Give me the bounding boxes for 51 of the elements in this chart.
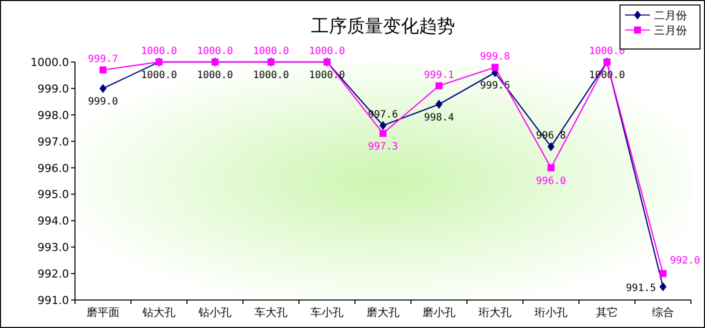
point	[100, 66, 106, 74]
data-label: 999.8	[480, 51, 510, 62]
x-tick-label: 磨小孔	[422, 306, 456, 319]
chart-title: 工序质量变化趋势	[311, 16, 455, 37]
point	[548, 164, 554, 172]
data-label: 999.1	[424, 70, 454, 81]
y-tick-label: 1000.0	[30, 56, 69, 69]
x-tick-label: 车小孔	[310, 306, 344, 319]
x-tick-label: 珩小孔	[534, 306, 568, 319]
x-tick-label: 钻大孔	[142, 306, 176, 319]
y-tick-label: 995.0	[38, 188, 69, 202]
x-tick-label: 磨大孔	[366, 306, 400, 319]
y-tick-label: 997.0	[38, 135, 69, 148]
data-label: 998.4	[424, 112, 454, 124]
point	[492, 64, 498, 71]
legend-label: 三月份	[654, 24, 687, 37]
data-label: 1000.0	[140, 70, 178, 81]
point	[660, 270, 666, 278]
x-tick-label: 珩大孔	[478, 306, 512, 319]
data-label: 1000.0	[196, 46, 234, 57]
data-label: 992.0	[670, 256, 700, 267]
data-label: 1000.0	[196, 70, 234, 81]
data-label: 1000.0	[252, 70, 290, 81]
y-tick-label: 999.0	[38, 82, 69, 96]
x-tick-label: 车大孔	[254, 306, 288, 319]
x-tick-label: 综合	[652, 306, 674, 319]
data-label: 1000.0	[308, 46, 346, 57]
data-label: 996.0	[536, 176, 566, 187]
y-tick-label: 998.0	[38, 108, 69, 122]
legend-label: 二月份	[654, 9, 687, 22]
point	[436, 82, 442, 90]
data-label: 991.5	[626, 282, 656, 294]
data-label: 997.3	[368, 141, 398, 152]
x-tick-label: 磨平面	[86, 306, 120, 319]
data-label: 1000.0	[140, 46, 178, 57]
data-label: 1000.0	[252, 46, 290, 57]
x-tick-label: 钻小孔	[198, 306, 232, 319]
data-label: 999.0	[88, 96, 118, 108]
point	[660, 282, 666, 292]
x-tick-label: 其它	[596, 306, 618, 319]
point	[380, 120, 386, 130]
y-tick-label: 994.0	[38, 214, 69, 228]
point	[380, 130, 386, 137]
data-label: 999.7	[88, 54, 118, 65]
y-tick-label: 996.0	[38, 162, 69, 175]
y-tick-label: 991.0	[38, 294, 69, 307]
point	[548, 142, 554, 152]
point	[100, 84, 106, 93]
y-tick-label: 993.0	[38, 241, 69, 254]
point	[436, 100, 442, 109]
y-tick-label: 992.0	[38, 268, 69, 281]
